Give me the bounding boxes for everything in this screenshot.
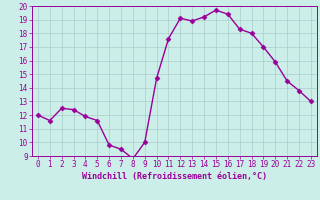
X-axis label: Windchill (Refroidissement éolien,°C): Windchill (Refroidissement éolien,°C) [82, 172, 267, 181]
